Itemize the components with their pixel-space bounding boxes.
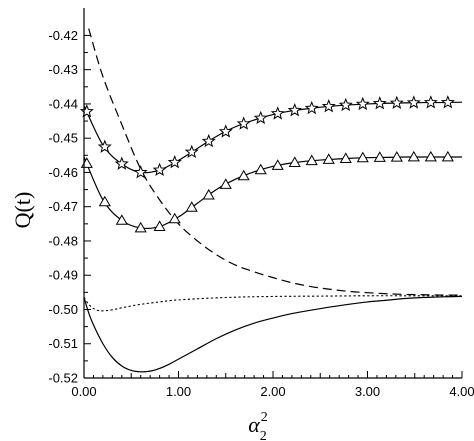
- series-0-marker-5: [167, 155, 182, 169]
- series-0-marker-21: [440, 95, 455, 109]
- series-0-marker-15: [338, 97, 353, 112]
- y-tick-label: -0.42: [48, 28, 78, 43]
- series-1-marker-4: [153, 220, 166, 231]
- x-tick-label: 1.00: [166, 384, 191, 399]
- y-tick-label: -0.47: [48, 199, 78, 214]
- x-tick-label: 2.00: [260, 384, 285, 399]
- plot-markers: [79, 95, 455, 233]
- y-tick-label: -0.49: [48, 268, 78, 283]
- series-0-marker-9: [236, 116, 251, 130]
- series-0-marker-3: [133, 165, 148, 179]
- series-0-marker-2: [114, 156, 129, 170]
- series-1-marker-19: [407, 150, 420, 162]
- y-tick-label: -0.51: [48, 336, 78, 351]
- y-tick-label: -0.52: [48, 371, 78, 386]
- y-tick-label: -0.46: [48, 165, 78, 180]
- x-axis-title: α2 2: [248, 410, 268, 441]
- series-0-marker-8: [218, 124, 233, 138]
- series-1-marker-5: [168, 212, 181, 224]
- series-0-marker-18: [389, 95, 404, 110]
- series-1-marker-7: [202, 188, 215, 200]
- series-1-marker-0: [80, 157, 93, 168]
- series-1-marker-17: [373, 151, 386, 162]
- series-0-marker-13: [304, 100, 319, 115]
- series-1-marker-10: [254, 163, 267, 175]
- series-0-marker-11: [270, 106, 285, 120]
- series-0-marker-6: [184, 144, 199, 159]
- series-0-marker-0: [79, 104, 94, 118]
- series-0-marker-16: [355, 96, 370, 111]
- series-1-marker-11: [271, 159, 284, 170]
- series-0-marker-14: [321, 99, 336, 113]
- plot-lines: [83, 28, 463, 373]
- series-1-marker-9: [237, 169, 250, 181]
- y-axis-title: Q(t): [10, 192, 35, 229]
- x-tick-label: 4.00: [449, 384, 474, 399]
- y-tick-label: -0.50: [48, 302, 78, 317]
- series-1-marker-20: [424, 150, 437, 162]
- x-axis-title-subscript: 2: [260, 429, 267, 441]
- series-1-marker-8: [219, 178, 232, 189]
- series-1-marker-14: [322, 153, 335, 164]
- series-0-marker-10: [253, 110, 268, 125]
- series-1-marker-16: [356, 151, 369, 163]
- y-tick-label: -0.44: [48, 96, 78, 111]
- x-axis-title-base: α: [248, 412, 260, 437]
- series-0-marker-7: [201, 133, 216, 148]
- ticks: [83, 34, 463, 379]
- y-tick-label: -0.43: [48, 62, 78, 77]
- series-0-marker-12: [287, 103, 302, 117]
- series-1-marker-12: [288, 156, 301, 167]
- series-0-marker-19: [406, 95, 421, 109]
- series-0-marker-1: [97, 139, 112, 153]
- x-tick-label: 3.00: [355, 384, 380, 399]
- series-1-marker-18: [390, 150, 403, 162]
- x-tick-label: 0.00: [71, 384, 96, 399]
- series-1-marker-6: [185, 201, 198, 212]
- series-1-marker-3: [134, 221, 147, 233]
- y-tick-label: -0.45: [48, 131, 78, 146]
- series-2-line: [88, 28, 463, 296]
- series-0-marker-17: [372, 96, 387, 110]
- axes: [83, 8, 462, 379]
- series-1-marker-1: [98, 195, 111, 207]
- series-0-marker-4: [152, 162, 167, 177]
- tick-labels: 0.00 1.00 2.00 3.00 4.00 -0.42 -0.43 -0.44 -0.45…: [48, 28, 474, 399]
- series-0-marker-20: [423, 95, 438, 109]
- series-1-marker-21: [441, 150, 454, 162]
- series-1-marker-2: [115, 214, 128, 225]
- series-1-marker-13: [305, 154, 318, 166]
- series-1-marker-15: [339, 152, 352, 163]
- x-axis-title-superscript: 2: [261, 410, 268, 425]
- y-tick-label: -0.48: [48, 233, 78, 248]
- series-4-line: [83, 295, 463, 373]
